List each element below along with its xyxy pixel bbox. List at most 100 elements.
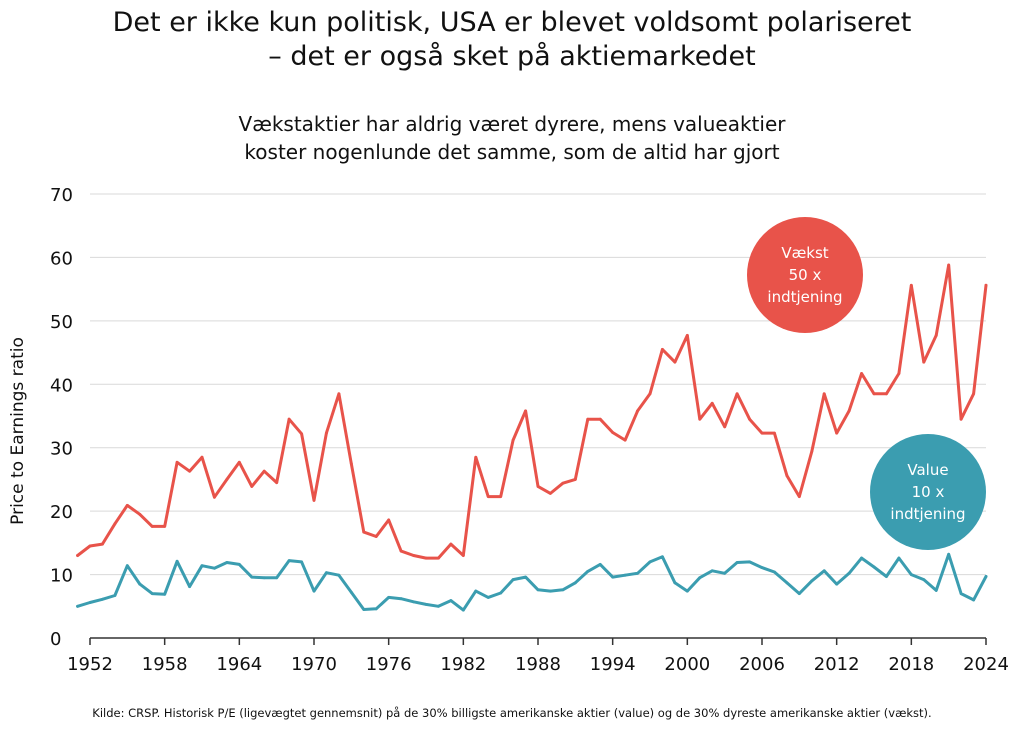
data-point-value (138, 582, 142, 586)
data-point-growth (835, 431, 839, 435)
data-point-value (250, 575, 254, 579)
data-point-growth (399, 549, 403, 553)
x-tick-label: 1994 (590, 654, 636, 675)
data-point-value (897, 556, 901, 560)
data-point-value (511, 578, 515, 582)
x-tick-label: 2006 (739, 654, 785, 675)
x-tick-label: 2000 (664, 654, 710, 675)
data-point-growth (200, 455, 204, 459)
data-point-growth (213, 495, 216, 499)
data-point-value (611, 575, 615, 579)
data-point-growth (325, 431, 328, 435)
annotation-text-growth: Vækst (781, 244, 828, 262)
x-tick-label: 1982 (440, 654, 486, 675)
data-point-growth (797, 495, 801, 498)
data-point-growth (511, 438, 515, 442)
data-point-growth (312, 498, 316, 502)
data-point-value (349, 590, 353, 594)
data-point-value (188, 585, 191, 589)
y-tick-label: 0 (50, 629, 61, 650)
annotation-text-growth: indtjening (767, 288, 842, 306)
data-point-growth (113, 522, 117, 526)
data-point-growth (449, 542, 453, 546)
data-point-value (163, 592, 167, 596)
data-point-value (673, 581, 677, 585)
data-point-growth (785, 474, 789, 478)
data-point-value (922, 578, 926, 582)
data-point-value (262, 576, 266, 580)
data-point-growth (984, 283, 988, 287)
data-point-growth (723, 425, 727, 429)
data-point-growth (88, 544, 92, 548)
data-point-growth (474, 455, 478, 459)
x-tick-label: 1952 (67, 654, 113, 675)
y-tick-label: 30 (50, 439, 73, 460)
data-point-growth (125, 504, 129, 507)
chart-subtitle-line2: koster nogenlunde det samme, som de alti… (244, 140, 780, 164)
data-point-growth (424, 556, 428, 560)
data-point-value (387, 596, 391, 599)
annotation-bubble-value (870, 434, 986, 550)
x-tick-label: 2018 (888, 654, 934, 675)
data-point-growth (524, 409, 527, 413)
data-point-growth (586, 417, 590, 421)
data-point-value (200, 564, 204, 568)
data-point-value (885, 575, 888, 578)
data-point-growth (598, 417, 602, 421)
data-point-value (536, 588, 540, 592)
data-point-value (685, 589, 689, 593)
data-point-value (586, 570, 590, 573)
chart-title-line2: – det er også sket på aktiemarkedet (268, 41, 756, 72)
annotation-text-growth: 50 x (789, 266, 822, 284)
data-point-growth (536, 485, 540, 488)
data-point-value (636, 571, 639, 575)
data-point-value (561, 588, 565, 592)
data-point-value (437, 604, 440, 608)
x-tick-label: 2024 (963, 654, 1009, 675)
series-line-value (76, 552, 988, 612)
data-point-growth (611, 431, 615, 434)
data-point-value (399, 597, 403, 601)
data-point-growth (349, 462, 353, 465)
data-point-growth (673, 360, 677, 364)
data-point-value (325, 571, 328, 575)
data-point-growth (661, 348, 664, 351)
data-point-value (972, 598, 975, 602)
data-point-value (847, 571, 851, 575)
data-point-growth (561, 481, 565, 485)
data-point-value (760, 566, 764, 569)
data-point-value (486, 596, 490, 599)
data-point-growth (773, 431, 776, 435)
data-point-value (835, 582, 839, 586)
data-point-value (88, 601, 92, 604)
data-point-growth (461, 554, 465, 557)
y-tick-label: 40 (50, 375, 73, 396)
data-point-growth (810, 450, 814, 453)
data-point-value (984, 575, 988, 578)
data-point-value (623, 573, 627, 577)
data-point-value (424, 602, 428, 606)
data-point-value (934, 589, 938, 592)
data-point-growth (362, 530, 366, 534)
data-point-growth (735, 392, 739, 396)
data-point-value (150, 592, 154, 595)
data-point-growth (972, 392, 975, 396)
data-point-value (461, 608, 465, 612)
annotation-text-value: indtjening (890, 505, 965, 523)
data-point-growth (698, 417, 702, 421)
data-point-growth (897, 372, 901, 375)
data-point-value (810, 579, 814, 583)
series-line-growth (76, 263, 988, 560)
data-point-value (860, 556, 863, 560)
data-point-value (661, 555, 664, 559)
chart-subtitle-line1: Vækstaktier har aldrig været dyrere, men… (238, 112, 786, 136)
data-point-value (648, 560, 652, 564)
data-point-value (822, 569, 826, 573)
data-point-value (113, 594, 117, 597)
x-tick-label: 1988 (515, 654, 561, 675)
data-point-value (573, 581, 577, 585)
y-axis-label: Price to Earnings ratio (8, 337, 28, 525)
data-point-value (374, 607, 378, 611)
data-point-value (312, 589, 316, 593)
data-point-growth (648, 392, 652, 396)
